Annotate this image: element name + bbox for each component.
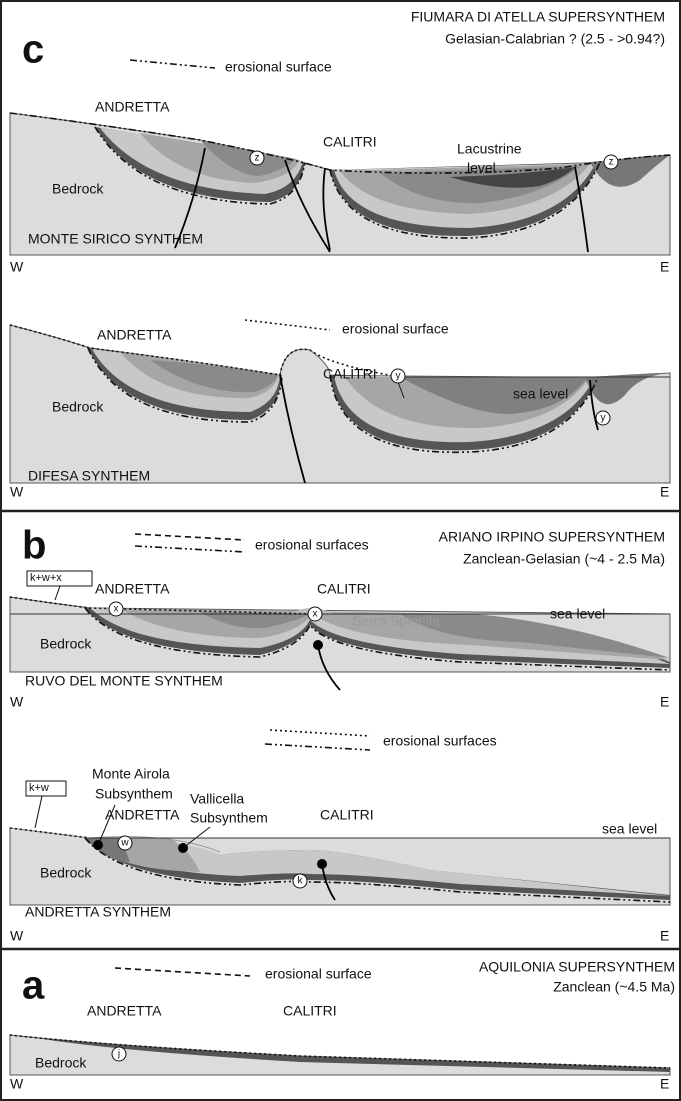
unit-name: Vallicella [190, 791, 244, 807]
synthem-label: DIFESA SYNTHEM [28, 468, 150, 484]
west-label: W [10, 694, 24, 710]
legend-label: erosional surfaces [383, 733, 497, 749]
west-label: W [10, 1076, 24, 1092]
unit-key: k+w+x [30, 572, 62, 584]
unit-marker: z [609, 157, 614, 168]
sea-level-label: sea level [602, 821, 657, 837]
age-label: Zanclean (~4.5 Ma) [553, 979, 675, 995]
bedrock-label: Bedrock [52, 399, 104, 415]
unit-name: Subsynthem [95, 786, 173, 802]
unit-label: level [467, 160, 496, 176]
place-label: Serra Spinella [352, 613, 440, 629]
unit-label: Lacustrine [457, 141, 522, 157]
unit-marker: x [313, 609, 318, 620]
age-label: Zanclean-Gelasian (~4 - 2.5 Ma) [463, 551, 665, 567]
place-label: ANDRETTA [95, 581, 170, 597]
unit-key: k+w [29, 782, 49, 794]
unit-marker: w [120, 838, 129, 849]
legend-label: erosional surface [265, 966, 372, 982]
bedrock-label: Bedrock [35, 1055, 87, 1071]
sea-level-label: sea level [513, 386, 568, 402]
panel-letter: b [22, 524, 46, 568]
unit-name: Monte Airola [92, 766, 170, 782]
synthem-label: ANDRETTA SYNTHEM [25, 904, 171, 920]
place-label: CALITRI [283, 1003, 337, 1019]
bedrock-label: Bedrock [40, 636, 92, 652]
synthem-label: RUVO DEL MONTE SYNTHEM [25, 673, 223, 689]
legend-label: erosional surfaces [255, 537, 369, 553]
east-label: E [660, 928, 669, 944]
age-label: Gelasian-Calabrian ? (2.5 - >0.94?) [445, 31, 665, 47]
unit-marker: z [255, 153, 260, 164]
east-label: E [660, 1076, 669, 1092]
bedrock-label: Bedrock [40, 865, 92, 881]
east-label: E [660, 259, 669, 275]
unit-marker: j [117, 1049, 120, 1060]
place-label: CALITRI [323, 366, 377, 382]
west-label: W [10, 259, 24, 275]
place-label: CALITRI [317, 581, 371, 597]
figure: c FIUMARA DI ATELLA SUPERSYNTHEM Gelasia… [0, 0, 681, 1101]
legend-label: erosional surface [225, 59, 332, 75]
east-label: E [660, 484, 669, 500]
supersynthem-title: AQUILONIA SUPERSYNTHEM [479, 959, 675, 975]
supersynthem-title: FIUMARA DI ATELLA SUPERSYNTHEM [411, 9, 665, 25]
place-label: CALITRI [323, 134, 377, 150]
supersynthem-title: ARIANO IRPINO SUPERSYNTHEM [439, 529, 665, 545]
place-label: CALITRI [320, 807, 374, 823]
unit-marker: x [114, 604, 119, 615]
place-label: ANDRETTA [97, 327, 172, 343]
place-label: ANDRETTA [105, 807, 180, 823]
west-label: W [10, 484, 24, 500]
east-label: E [660, 694, 669, 710]
bedrock-label: Bedrock [52, 181, 104, 197]
place-label: ANDRETTA [95, 99, 170, 115]
marker-circle [313, 640, 323, 650]
legend-label: erosional surface [342, 321, 449, 337]
panel-letter: c [22, 28, 44, 72]
unit-marker: y [601, 413, 606, 424]
west-label: W [10, 928, 24, 944]
sea-level-label: sea level [550, 606, 605, 622]
panel-letter: a [22, 964, 45, 1008]
marker-circle [317, 859, 327, 869]
place-label: ANDRETTA [87, 1003, 162, 1019]
synthem-label: MONTE SIRICO SYNTHEM [28, 231, 203, 247]
unit-name: Subsynthem [190, 810, 268, 826]
unit-marker: y [396, 371, 401, 382]
